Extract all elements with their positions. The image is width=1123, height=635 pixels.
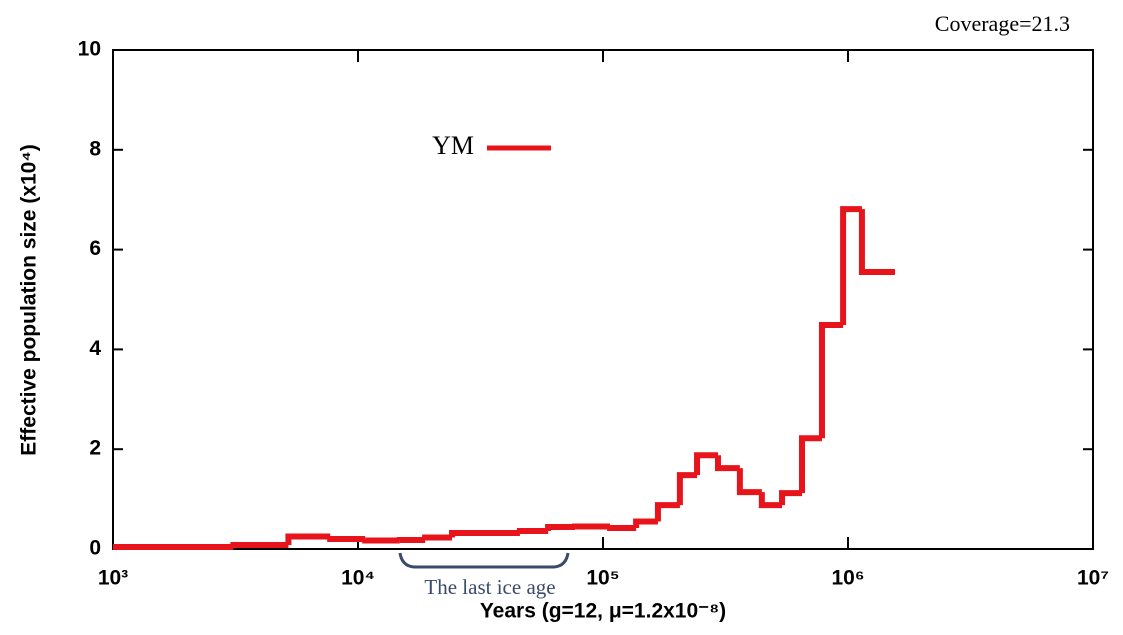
coverage-note: Coverage=21.3 xyxy=(935,11,1070,36)
x-tick-label: 10⁶ xyxy=(831,567,864,590)
step-segment xyxy=(449,530,520,538)
x-tick-label: 10³ xyxy=(98,567,128,590)
step-segment xyxy=(799,435,822,494)
step-segment xyxy=(422,534,453,541)
step-segment xyxy=(516,528,549,535)
step-segment xyxy=(327,536,366,543)
x-tick-label: 10⁵ xyxy=(586,567,619,590)
step-segment xyxy=(285,533,331,546)
y-tick-label: 4 xyxy=(89,337,101,360)
legend-label: YM xyxy=(432,131,474,160)
step-segment xyxy=(714,455,740,472)
x-tick-label: 10⁴ xyxy=(341,567,375,590)
y-tick-label: 2 xyxy=(89,437,101,460)
y-tick-label: 10 xyxy=(78,38,101,61)
ice-age-bracket xyxy=(398,552,570,569)
x-tick-label: 10⁷ xyxy=(1077,567,1109,590)
step-segment xyxy=(694,452,718,476)
y-tick-label: 0 xyxy=(89,537,101,560)
step-segment xyxy=(818,321,844,439)
step-segment xyxy=(858,209,896,276)
y-tick-label: 8 xyxy=(89,137,101,160)
step-segment xyxy=(633,518,658,529)
x-axis-label: Years (g=12, μ=1.2x10⁻⁸) xyxy=(480,600,726,623)
step-segment xyxy=(676,472,698,506)
y-tick-label: 6 xyxy=(89,237,101,260)
step-segment xyxy=(758,492,783,509)
ice-age-label: The last ice age xyxy=(424,575,555,599)
step-segment xyxy=(840,206,862,325)
step-segment xyxy=(654,502,680,522)
step-segment xyxy=(230,542,289,549)
step-segment xyxy=(362,537,400,544)
step-segment xyxy=(779,490,802,506)
step-segment xyxy=(545,524,576,532)
step-segment xyxy=(736,468,762,496)
step-segment xyxy=(607,525,637,532)
y-axis-label: Effective population size (x10⁴) xyxy=(18,144,41,455)
